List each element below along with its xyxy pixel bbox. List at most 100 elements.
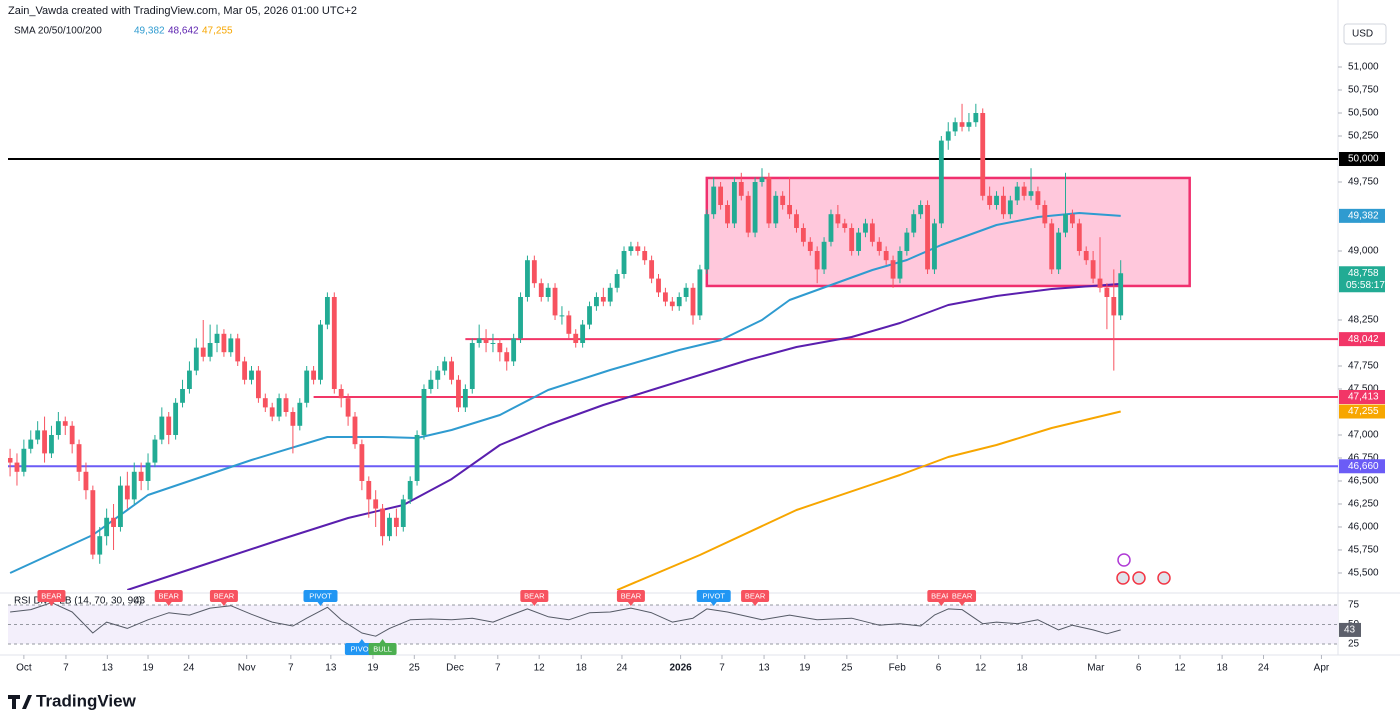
currency-box[interactable]	[1343, 23, 1387, 45]
zone	[705, 176, 1191, 288]
candle-body	[773, 195, 779, 224]
last-price: 48,758	[1348, 268, 1379, 279]
candle-body	[1001, 195, 1006, 215]
candle-body	[642, 250, 648, 261]
candle-body	[504, 352, 510, 362]
candle-body	[311, 370, 317, 380]
candle-body	[1083, 250, 1089, 261]
candle-body	[359, 444, 365, 481]
candle-body	[828, 214, 834, 242]
x-tick-label: 6	[936, 663, 942, 674]
candle-body	[1042, 205, 1048, 224]
signal-label: BULL	[373, 644, 392, 653]
logo-mark	[8, 695, 32, 709]
candle-body	[704, 214, 710, 270]
candle-body	[925, 205, 930, 270]
candle-body	[656, 278, 661, 293]
candle-body	[759, 177, 765, 183]
candle-body	[407, 480, 413, 500]
candle-body	[725, 205, 730, 224]
candle-body	[76, 444, 82, 472]
candle-body	[566, 315, 572, 334]
candle-body	[62, 421, 68, 426]
candle-body	[614, 273, 620, 288]
candle-body	[835, 214, 841, 224]
candle-body	[752, 182, 758, 233]
event-icon[interactable]	[1157, 571, 1171, 585]
x-tick-label: 12	[975, 663, 987, 674]
y-tick-label: 46,500	[1348, 476, 1379, 487]
x-tick-label: Nov	[238, 663, 256, 674]
x-tick-label: 19	[142, 663, 154, 674]
rsi-line	[10, 602, 1121, 637]
rsi-legend-value: 43	[134, 596, 146, 607]
candle-body	[318, 324, 323, 380]
candle-body	[1069, 214, 1075, 224]
y-tick-label: 50,250	[1348, 131, 1379, 142]
x-tick-label: 7	[288, 663, 294, 674]
y-tick-label: 49,750	[1348, 177, 1379, 188]
level-badge-bg	[1339, 459, 1385, 474]
x-tick-label: Apr	[1314, 663, 1330, 674]
signal-pointer	[710, 602, 717, 606]
candle-body	[787, 205, 792, 215]
candle-body	[462, 388, 468, 408]
y-tick-label: 45,500	[1348, 568, 1379, 579]
event-icons	[1116, 553, 1171, 585]
candle-body	[235, 338, 241, 362]
candle-body	[207, 342, 213, 357]
candle-body	[14, 462, 20, 472]
currency[interactable]: USD	[1352, 29, 1373, 40]
y-tick-label: 50,750	[1348, 85, 1379, 96]
candle-body	[21, 448, 27, 472]
candle-body	[904, 232, 910, 251]
x-tick-label: 12	[534, 663, 546, 674]
candle-body	[131, 471, 137, 500]
candle-body	[345, 398, 351, 417]
candle-body	[987, 195, 993, 206]
candle-body	[242, 361, 248, 380]
x-tick-label: 24	[616, 663, 628, 674]
candle-body	[538, 283, 544, 297]
candle-body	[1056, 232, 1062, 270]
x-tick-label: 18	[576, 663, 588, 674]
candle-body	[594, 296, 599, 307]
x-tick-label: 24	[1258, 663, 1270, 674]
event-icon[interactable]	[1117, 553, 1131, 567]
candle-body	[400, 499, 406, 527]
y-tick-label: 51,000	[1348, 62, 1379, 73]
signal-label: BEAR	[159, 591, 180, 600]
candle-body	[518, 296, 523, 339]
candle-body	[490, 342, 496, 344]
main-pane	[8, 103, 1338, 590]
candle-body	[932, 223, 937, 270]
y-tick-label: 50,500	[1348, 108, 1379, 119]
candle-body	[635, 246, 641, 251]
brand-logo: TradingView	[8, 691, 137, 710]
event-icon[interactable]	[1116, 571, 1130, 585]
candle-body	[800, 228, 806, 242]
candle-body	[918, 205, 924, 215]
signal-label: PIVOT	[702, 591, 725, 600]
candle-body	[249, 370, 254, 380]
level-badge: 47,413	[1348, 392, 1379, 403]
candle-body	[304, 370, 310, 403]
candle-body	[338, 388, 344, 399]
signal-pointer	[358, 639, 365, 643]
candle-body	[145, 462, 151, 481]
candle-body	[821, 241, 827, 270]
candle-body	[42, 430, 47, 454]
rsi-label: RSI Div + LB (14, 70, 30, 90)	[14, 596, 142, 607]
x-tick-label: Dec	[446, 663, 464, 674]
candle-body	[863, 223, 868, 233]
candle-body	[255, 370, 261, 399]
x-tick-label: 2026	[669, 663, 692, 674]
candle-body	[90, 490, 96, 555]
signal-pointer	[48, 602, 55, 606]
candle-body	[1076, 223, 1082, 251]
candle-body	[607, 287, 613, 302]
signal-pointer	[531, 602, 538, 606]
event-icon[interactable]	[1132, 571, 1146, 585]
